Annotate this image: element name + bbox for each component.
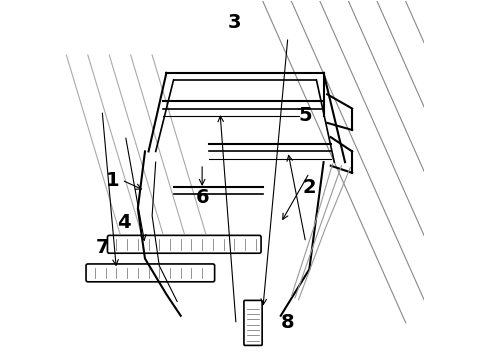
Text: 1: 1 <box>106 171 120 189</box>
Text: 7: 7 <box>96 238 109 257</box>
Text: 4: 4 <box>117 213 130 232</box>
FancyBboxPatch shape <box>244 300 262 345</box>
FancyBboxPatch shape <box>107 235 261 253</box>
Text: 6: 6 <box>196 188 209 207</box>
Text: 3: 3 <box>227 13 241 32</box>
Text: 8: 8 <box>281 314 294 332</box>
Text: 5: 5 <box>299 106 313 125</box>
FancyBboxPatch shape <box>86 264 215 282</box>
Text: 2: 2 <box>302 177 316 197</box>
